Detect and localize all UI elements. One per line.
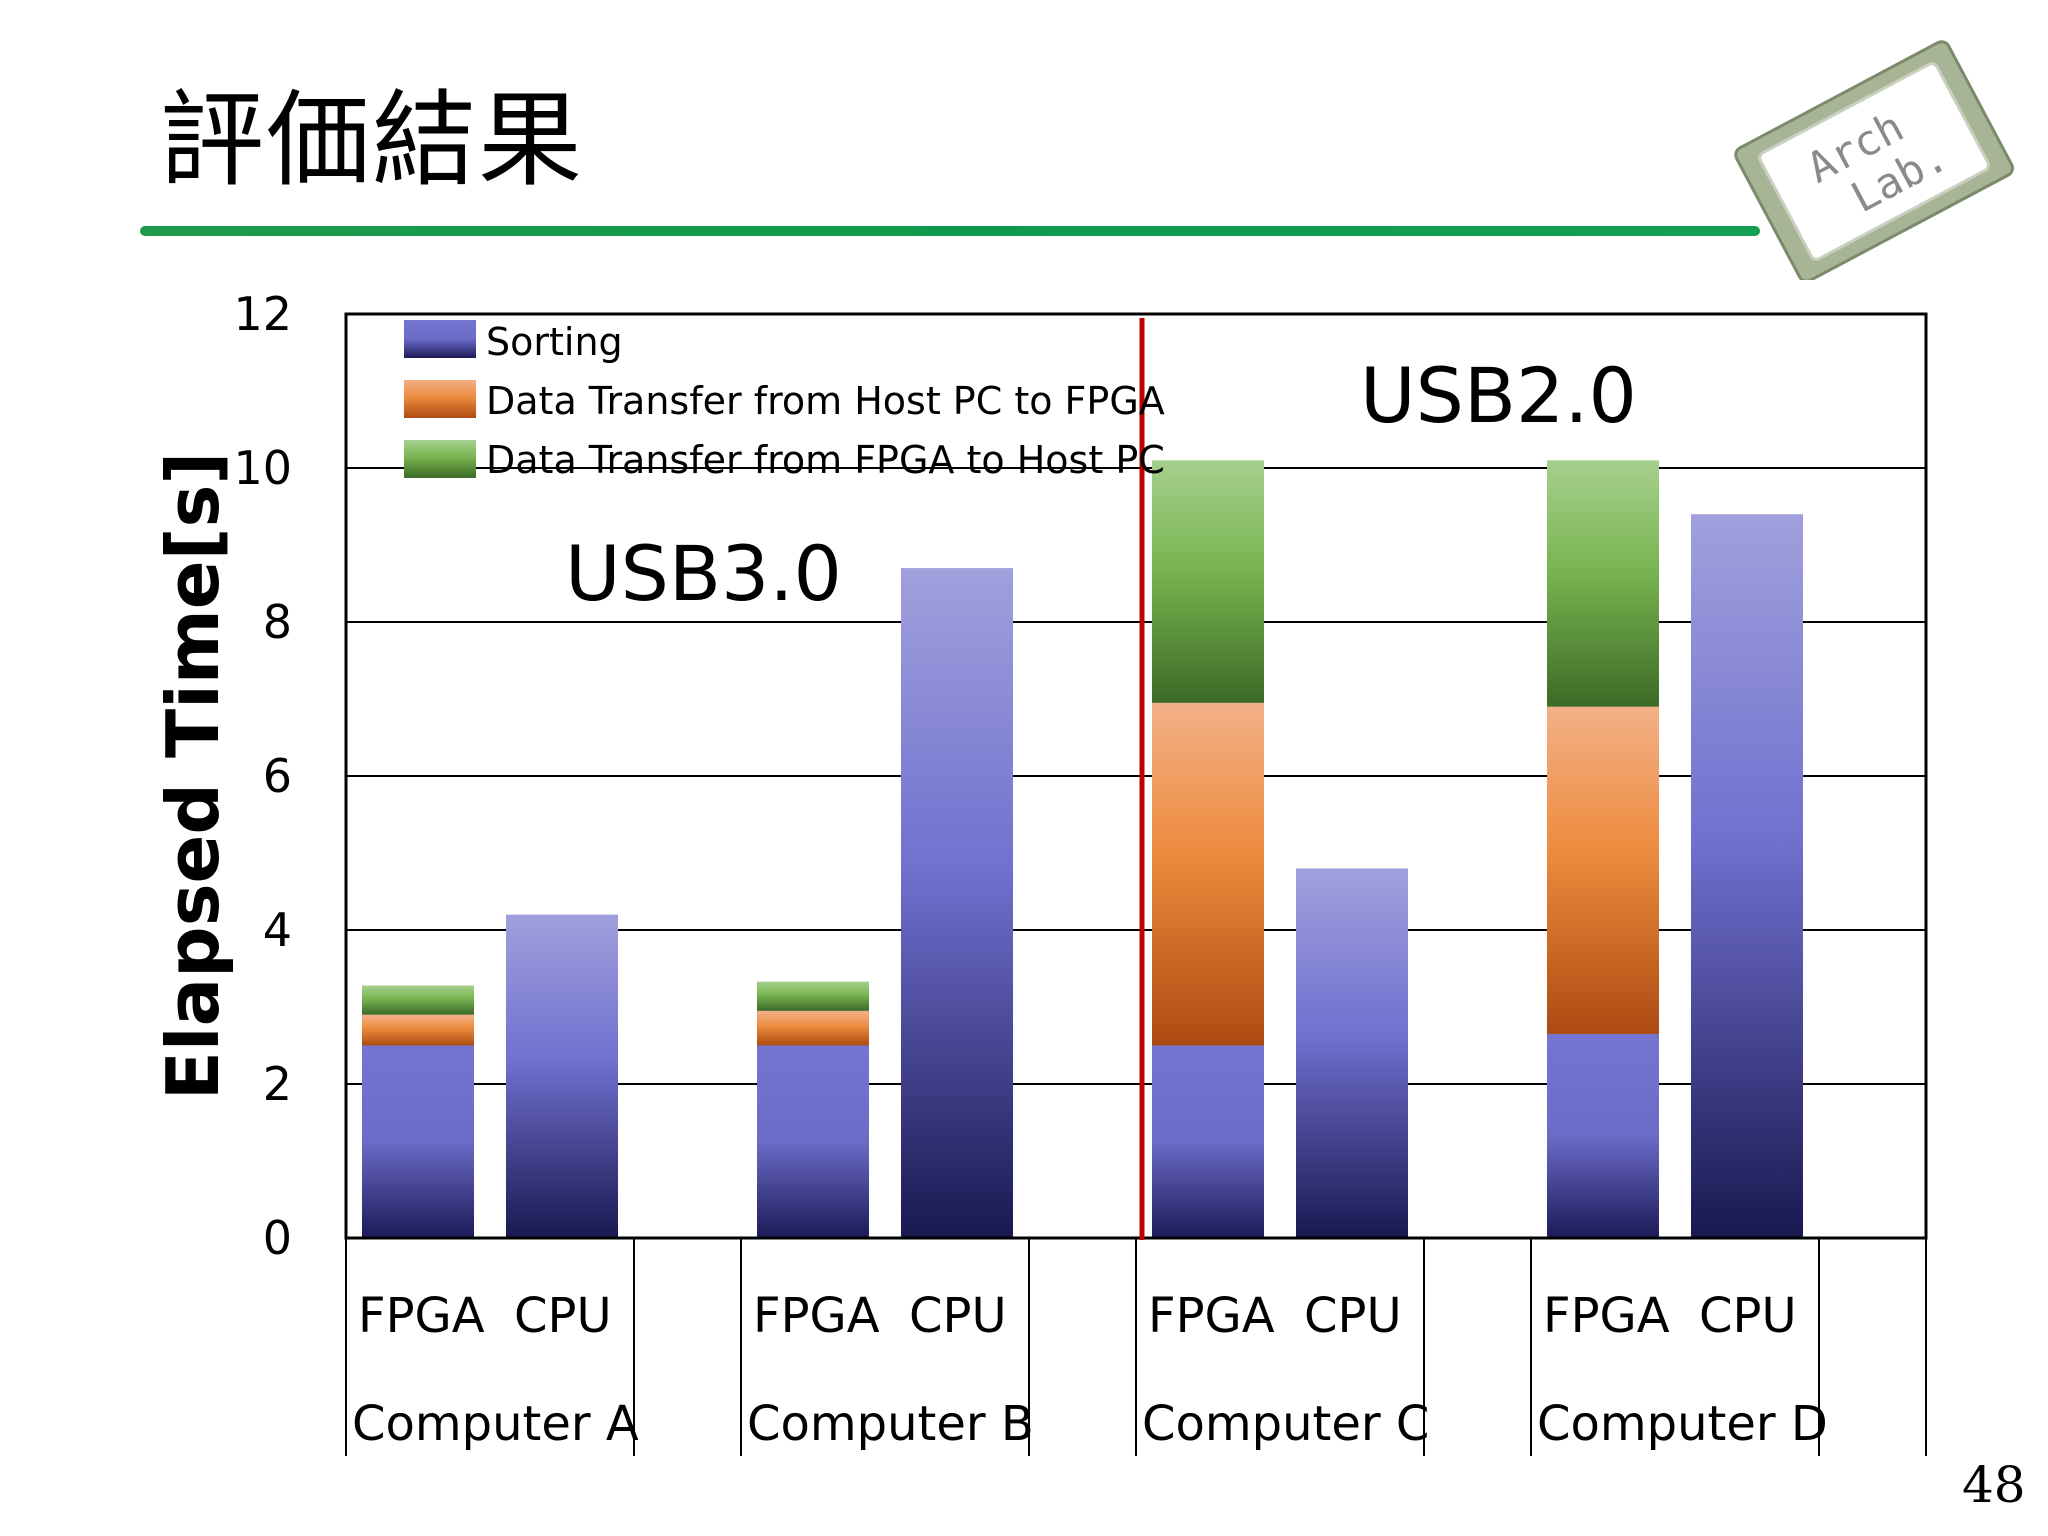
page-number: 48 xyxy=(1962,1456,2026,1514)
y-tick-label: 4 xyxy=(263,903,292,957)
legend-swatch-fpga-to-host xyxy=(404,440,476,478)
bar-computer-c-fpga-series-0 xyxy=(1152,1045,1264,1238)
bar-computer-d-fpga-series-1 xyxy=(1547,706,1659,1034)
category-label: FPGA xyxy=(1543,1288,1670,1344)
legend-label-host-to-fpga: Data Transfer from Host PC to FPGA xyxy=(486,379,1165,423)
annotation-usb30: USB3.0 xyxy=(565,529,842,618)
category-label: CPU xyxy=(1699,1288,1797,1344)
category-label: CPU xyxy=(514,1288,612,1344)
y-tick-label: 8 xyxy=(263,595,292,649)
legend-label-sorting: Sorting xyxy=(486,320,623,364)
group-label: Computer C xyxy=(1142,1396,1429,1452)
category-label: FPGA xyxy=(358,1288,485,1344)
slide-title: 評価結果 xyxy=(160,79,585,201)
bar-computer-d-fpga-series-0 xyxy=(1547,1033,1659,1238)
bar-computer-a-fpga-series-2 xyxy=(362,985,474,1015)
category-label: CPU xyxy=(1304,1288,1402,1344)
legend-swatch-sorting xyxy=(404,320,476,358)
title-underline xyxy=(140,226,1760,236)
arch-lab-logo: Arch Lab. xyxy=(1734,40,2014,280)
y-tick-label: 12 xyxy=(233,287,292,341)
y-tick-label: 10 xyxy=(233,441,292,495)
group-label: Computer D xyxy=(1537,1396,1828,1452)
bar-computer-c-cpu-series-0 xyxy=(1296,868,1408,1238)
annotation-usb20: USB2.0 xyxy=(1360,351,1637,440)
group-label: Computer B xyxy=(747,1396,1034,1452)
y-tick-label: 0 xyxy=(263,1211,292,1265)
bar-computer-a-fpga-series-1 xyxy=(362,1014,474,1046)
y-tick-label: 2 xyxy=(263,1057,292,1111)
y-axis-label: Elapsed Time[s] xyxy=(151,452,235,1101)
y-tick-label: 6 xyxy=(263,749,292,803)
bar-computer-b-fpga-series-1 xyxy=(757,1010,869,1046)
category-label: FPGA xyxy=(753,1288,880,1344)
bar-computer-c-fpga-series-1 xyxy=(1152,702,1264,1046)
bar-computer-d-cpu-series-0 xyxy=(1691,514,1803,1238)
category-label: FPGA xyxy=(1148,1288,1275,1344)
group-label: Computer A xyxy=(352,1396,639,1452)
legend-swatch-host-to-fpga xyxy=(404,380,476,418)
bar-computer-d-fpga-series-2 xyxy=(1547,460,1659,707)
bar-computer-a-cpu-series-0 xyxy=(506,914,618,1238)
category-label: CPU xyxy=(909,1288,1007,1344)
bar-computer-b-fpga-series-0 xyxy=(757,1045,869,1238)
legend: Sorting Data Transfer from Host PC to FP… xyxy=(404,320,1165,482)
bar-computer-b-fpga-series-2 xyxy=(757,981,869,1011)
legend-label-fpga-to-host: Data Transfer from FPGA to Host PC xyxy=(486,438,1165,482)
bar-computer-c-fpga-series-2 xyxy=(1152,460,1264,703)
bar-computer-b-cpu-series-0 xyxy=(901,568,1013,1238)
bar-computer-a-fpga-series-0 xyxy=(362,1045,474,1238)
